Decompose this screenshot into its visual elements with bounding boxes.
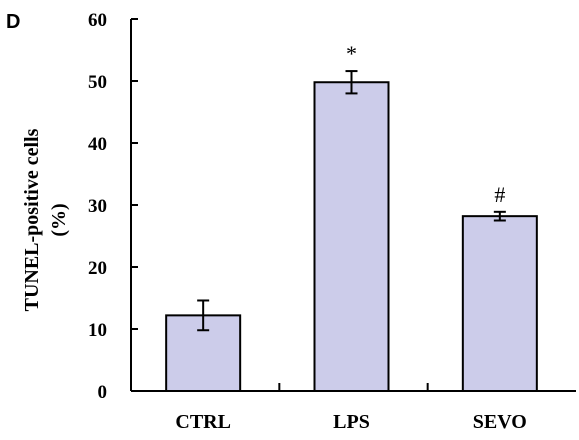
y-axis-label-line2: (%) — [48, 203, 70, 236]
y-tick-label: 0 — [98, 382, 108, 403]
y-tick-label: 50 — [88, 72, 107, 93]
y-axis-label-line1: TUNEL-positive cells — [21, 128, 43, 311]
tick-labels: 0 10 20 30 40 50 60 CTRL * LPS # SEVO — [88, 10, 527, 433]
bars — [165, 70, 538, 393]
y-tick-label: 60 — [88, 10, 107, 31]
y-axis-label: TUNEL-positive cells (%) — [21, 128, 70, 311]
y-tick-label: 40 — [88, 134, 107, 155]
x-tick-label: CTRL — [175, 411, 231, 433]
panel-label: D — [6, 11, 20, 33]
y-tick-label: 20 — [88, 258, 107, 279]
bar-lps — [313, 81, 390, 393]
y-tick-label: 30 — [88, 196, 107, 217]
bar-sevo — [461, 215, 538, 392]
significance-marker: # — [494, 182, 505, 207]
significance-marker: * — [346, 41, 357, 66]
x-tick-label: LPS — [333, 411, 370, 433]
x-tick-label: SEVO — [473, 411, 527, 433]
y-tick-label: 10 — [88, 320, 107, 341]
